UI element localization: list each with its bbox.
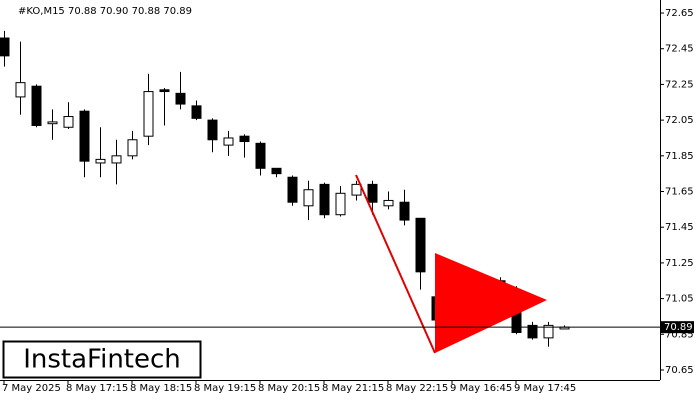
chart-title: #KO,M15 70.88 70.90 70.88 70.89 (18, 6, 192, 17)
candle-body (399, 201, 410, 221)
x-tick-label: 8 May 19:15 (194, 383, 256, 394)
candle-body (159, 89, 170, 93)
last-price-box (661, 321, 694, 334)
candle-body (415, 217, 426, 273)
candle-body (79, 110, 90, 162)
candle-body (63, 116, 74, 128)
candle-body (15, 82, 26, 98)
pennant-triangle (435, 253, 547, 353)
candle-body (0, 37, 10, 57)
y-tick-label: 72.05 (665, 115, 694, 126)
x-tick-label: 7 May 2025 (2, 383, 61, 394)
y-tick-label: 71.05 (665, 294, 694, 305)
candle-body (191, 105, 202, 119)
candle-body (127, 139, 138, 157)
candle-body (271, 167, 282, 175)
x-tick-label: 8 May 20:15 (258, 383, 320, 394)
y-tick-label: 71.25 (665, 258, 694, 269)
candle-body (335, 192, 346, 216)
plot: 72.65 72.45 72.25 72.05 71.85 71.65 71.45 71.25… (0, 8, 694, 394)
candle-body (287, 176, 298, 203)
last-price-label: 70.89 (664, 322, 693, 333)
y-tick-label: 71.45 (665, 222, 694, 233)
y-tick-label: 71.85 (665, 151, 694, 162)
pennant-pole (355, 174, 436, 354)
candle-body (367, 183, 378, 203)
y-tick-label: 71.65 (665, 187, 694, 198)
y-tick-label: 70.85 (665, 329, 694, 340)
x-tick-label: 8 May 17:15 (66, 383, 128, 394)
candle-body (319, 183, 330, 216)
candle-body (175, 92, 186, 105)
candle-body (351, 183, 362, 196)
logo-text: InstaFintech (23, 345, 181, 375)
x-tick-label: 8 May 21:15 (322, 383, 384, 394)
y-tick-label: 72.25 (665, 79, 694, 90)
candle-body (111, 155, 122, 164)
logo: InstaFintech (2, 340, 202, 379)
y-tick-label: 72.45 (665, 44, 694, 55)
candle-body (527, 324, 538, 339)
candle-body (255, 142, 266, 169)
x-tick-label: 9 May 16:45 (450, 383, 512, 394)
y-tick-label: 72.65 (665, 8, 694, 19)
candle-body (239, 135, 250, 143)
candle-body (223, 137, 234, 146)
candle-body (207, 119, 218, 141)
x-tick-label: 8 May 18:15 (130, 383, 192, 394)
x-tick-label: 9 May 17:45 (514, 383, 576, 394)
candle-body (143, 91, 154, 137)
x-tick-label: 8 May 22:15 (386, 383, 448, 394)
y-tick-label: 70.65 (665, 365, 694, 376)
candle-body (31, 85, 42, 126)
candle-body (47, 121, 58, 125)
candle-body (383, 199, 394, 207)
candle-body (303, 189, 314, 207)
logo-box (2, 340, 202, 379)
candle-body (543, 324, 554, 339)
candle-body (95, 158, 106, 164)
pennant-pattern (355, 174, 547, 354)
